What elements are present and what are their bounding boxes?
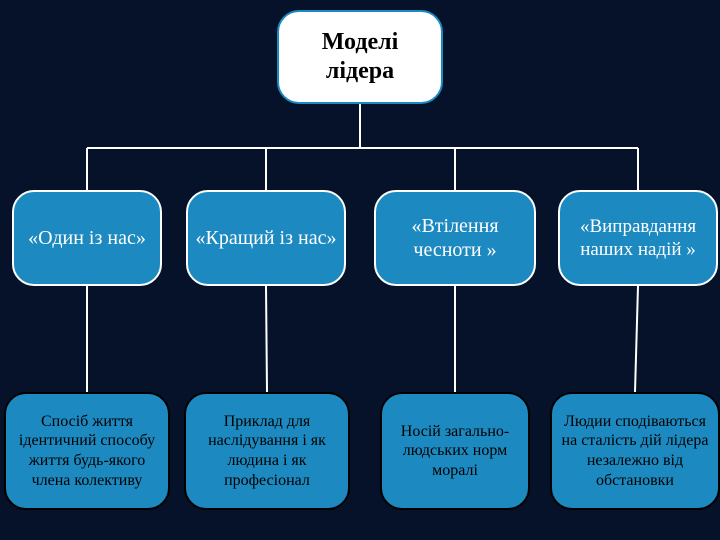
mid-node-3: «Виправдання наших надій » xyxy=(558,190,718,286)
leaf-node-1: Приклад для наслідування і як людина і я… xyxy=(184,392,350,510)
leaf-node-2: Носій загально­людських норм моралі xyxy=(380,392,530,510)
mid-node-1: «Кращий із нас» xyxy=(186,190,346,286)
mid-node-0: «Один із нас» xyxy=(12,190,162,286)
mid-label-1: «Кращий із нас» xyxy=(196,226,337,250)
leaf-node-0: Спосіб життя ідентичний способу життя бу… xyxy=(4,392,170,510)
mid-label-2: «Втілення чесноти » xyxy=(382,214,528,263)
mid-label-3: «Виправдання наших надій » xyxy=(566,215,710,261)
leaf-label-2: Носій загально­людських норм моралі xyxy=(388,422,522,481)
leaf-node-3: Людии сподіваються на сталість дій лідер… xyxy=(550,392,720,510)
leaf-label-0: Спосіб життя ідентичний способу життя бу… xyxy=(12,412,162,490)
leaf-label-1: Приклад для наслідування і як людина і я… xyxy=(192,412,342,490)
root-label: Моделі лідера xyxy=(285,28,435,87)
mid-label-0: «Один із нас» xyxy=(28,226,146,250)
root-node: Моделі лідера xyxy=(277,10,443,104)
mid-node-2: «Втілення чесноти » xyxy=(374,190,536,286)
leaf-label-3: Людии сподіваються на сталість дій лідер… xyxy=(558,412,712,490)
